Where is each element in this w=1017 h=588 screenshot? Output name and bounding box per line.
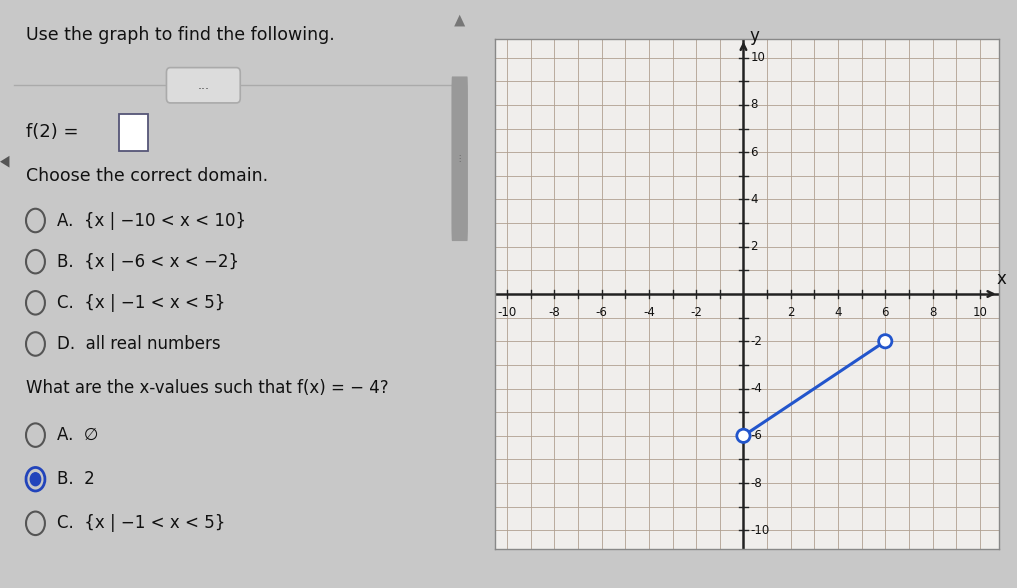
Text: f(2) =: f(2) =: [26, 123, 84, 141]
Text: -8: -8: [548, 306, 560, 319]
Text: A.  {x | −10 < x < 10}: A. {x | −10 < x < 10}: [57, 212, 246, 229]
Text: -2: -2: [691, 306, 702, 319]
Text: -6: -6: [751, 429, 763, 442]
Circle shape: [31, 473, 41, 486]
Text: -6: -6: [596, 306, 607, 319]
Text: C.  {x | −1 < x < 5}: C. {x | −1 < x < 5}: [57, 514, 225, 532]
Text: What are the x-values such that f(x) = − 4?: What are the x-values such that f(x) = −…: [26, 379, 388, 397]
FancyBboxPatch shape: [452, 76, 468, 241]
Text: 10: 10: [972, 306, 988, 319]
Text: -4: -4: [751, 382, 763, 395]
Text: 4: 4: [751, 193, 758, 206]
Text: 6: 6: [751, 146, 758, 159]
Text: Use the graph to find the following.: Use the graph to find the following.: [26, 26, 335, 45]
Text: ...: ...: [197, 79, 210, 92]
Text: 8: 8: [751, 98, 758, 111]
Text: B.  2: B. 2: [57, 470, 95, 488]
Polygon shape: [455, 15, 465, 26]
Text: D.  all real numbers: D. all real numbers: [57, 335, 221, 353]
Text: x: x: [996, 270, 1006, 288]
Text: 10: 10: [751, 51, 766, 64]
Text: -4: -4: [643, 306, 655, 319]
Text: Choose the correct domain.: Choose the correct domain.: [26, 168, 268, 185]
Circle shape: [737, 429, 751, 442]
Text: A.  ∅: A. ∅: [57, 426, 98, 444]
Text: C.  {x | −1 < x < 5}: C. {x | −1 < x < 5}: [57, 294, 225, 312]
Text: 2: 2: [787, 306, 794, 319]
Text: -10: -10: [497, 306, 517, 319]
Text: 6: 6: [882, 306, 889, 319]
Text: 4: 4: [834, 306, 842, 319]
Text: -8: -8: [751, 477, 763, 490]
Text: -2: -2: [751, 335, 763, 348]
Polygon shape: [0, 156, 9, 168]
Text: 8: 8: [929, 306, 937, 319]
FancyBboxPatch shape: [167, 68, 240, 103]
Text: ⋮: ⋮: [456, 154, 464, 163]
FancyBboxPatch shape: [119, 114, 148, 151]
Text: 2: 2: [751, 240, 758, 253]
Text: -10: -10: [751, 524, 770, 537]
Text: B.  {x | −6 < x < −2}: B. {x | −6 < x < −2}: [57, 253, 239, 270]
Circle shape: [879, 335, 892, 348]
Text: y: y: [750, 28, 760, 45]
